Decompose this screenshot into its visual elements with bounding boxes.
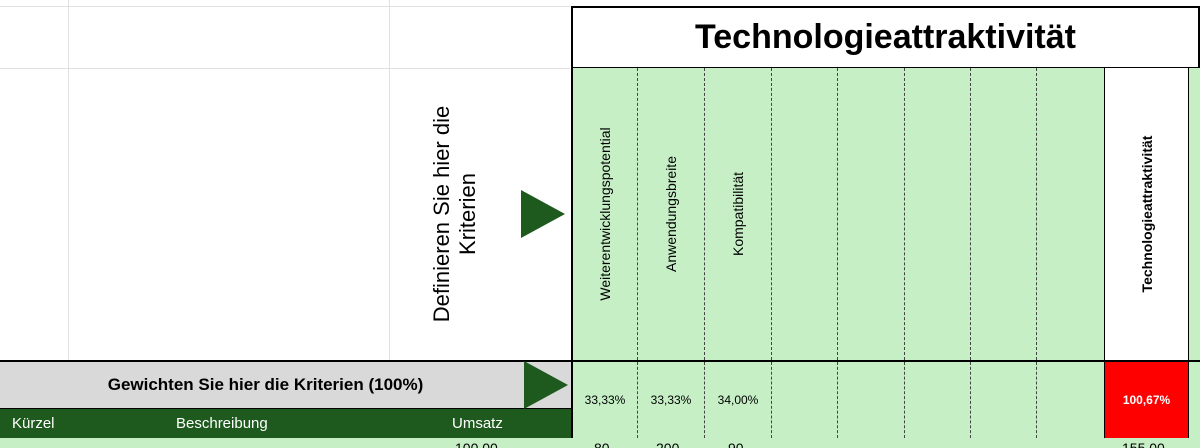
criterion-header-6[interactable]: [905, 68, 971, 360]
column-header-umsatz[interactable]: Umsatz: [452, 415, 503, 432]
weight-value-3: 34,00%: [717, 393, 759, 407]
criterion-header-1[interactable]: Weiterentwicklungspotential: [573, 68, 638, 360]
criterion-label-3: Kompatibilität: [730, 171, 746, 257]
weight-prompt-text: Gewichten Sie hier die Kriterien (100%): [107, 375, 424, 394]
row-value-2: 200: [656, 440, 680, 448]
row-value-3: 90: [728, 440, 744, 448]
total-weight-value: 100,67%: [1122, 393, 1171, 407]
column-header-beschreibung[interactable]: Beschreibung: [176, 415, 268, 432]
column-header-kuerzel[interactable]: Kürzel: [12, 415, 55, 432]
section-title-text: Technologieattraktivität: [695, 18, 1076, 56]
column-header-row: Kürzel Beschreibung Umsatz: [0, 409, 571, 438]
weight-cell-5[interactable]: [838, 362, 905, 438]
total-weight-cell: 100,67%: [1105, 362, 1189, 438]
row-total: 155,00: [1122, 440, 1165, 448]
criterion-header-3[interactable]: Kompatibilität: [705, 68, 772, 360]
table-row[interactable]: 100,00 80 200 90 155,00: [0, 438, 1200, 448]
next-column-edge: [1189, 68, 1200, 360]
weight-cell-6[interactable]: [905, 362, 971, 438]
weight-cell-7[interactable]: [971, 362, 1037, 438]
grid-line: [68, 0, 69, 360]
criterion-header-4[interactable]: [772, 68, 838, 360]
weight-cell-8[interactable]: [1037, 362, 1105, 438]
criterion-header-7[interactable]: [971, 68, 1037, 360]
define-line-2: Kriterien: [455, 173, 480, 255]
grid-line: [0, 6, 570, 7]
total-header: Technologieattraktivität: [1105, 68, 1189, 360]
define-criteria-prompt: Definieren Sie hier die Kriterien: [390, 68, 520, 360]
row-umsatz: 100,00: [455, 440, 498, 448]
weight-row: [571, 360, 1200, 438]
row-value-1: 80: [594, 440, 610, 448]
criteria-header: [571, 68, 1200, 360]
criterion-header-8[interactable]: [1037, 68, 1105, 360]
section-title: Technologieattraktivität: [571, 6, 1200, 68]
grid-line: [389, 0, 390, 360]
criterion-label-2: Anwendungsbreite: [663, 156, 679, 272]
grid-line: [0, 68, 570, 69]
weight-value-2: 33,33%: [650, 393, 692, 407]
weight-value-1: 33,33%: [584, 393, 626, 407]
criterion-label-1: Weiterentwicklungspotential: [597, 127, 613, 301]
weight-prompt-band: Gewichten Sie hier die Kriterien (100%): [0, 360, 571, 409]
weight-cell-1[interactable]: 33,33%: [573, 362, 638, 438]
define-line-1: Definieren Sie hier die: [429, 105, 454, 323]
weight-cell-2[interactable]: 33,33%: [638, 362, 705, 438]
arrow-right-icon: [521, 190, 565, 238]
weight-cell-4[interactable]: [772, 362, 838, 438]
total-header-label: Technologieattraktivität: [1138, 135, 1155, 293]
weight-cell-3[interactable]: 34,00%: [705, 362, 772, 438]
define-criteria-text: Definieren Sie hier die Kriterien: [429, 106, 481, 322]
next-column-edge: [1189, 362, 1200, 438]
criterion-header-5[interactable]: [838, 68, 905, 360]
criterion-header-2[interactable]: Anwendungsbreite: [638, 68, 705, 360]
arrow-right-icon: [524, 361, 568, 409]
